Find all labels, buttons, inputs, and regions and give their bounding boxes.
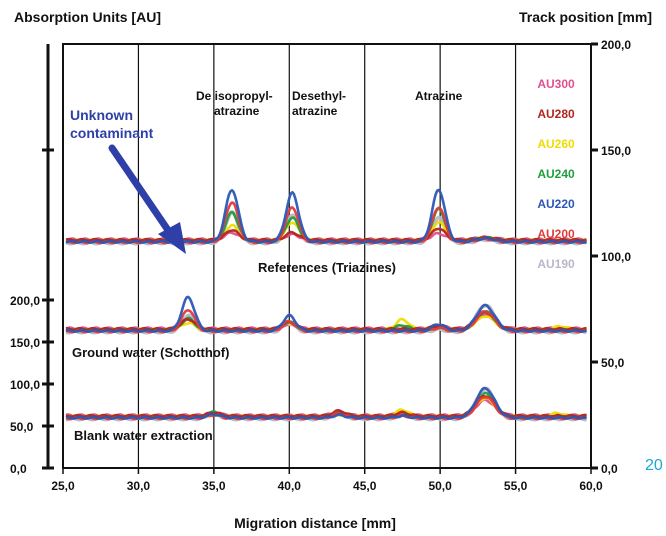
right-tick-label-1: 50,0 <box>601 356 625 370</box>
left-tick-label-0: 0,0 <box>10 462 27 476</box>
legend: AU300 AU280 AU260 AU240 AU220 AU200 AU190 <box>537 77 575 271</box>
left-tick-label-2: 100,0 <box>10 378 40 392</box>
right-axis-ticks: 0,0 50,0 100,0 150,0 200,0 <box>591 38 631 476</box>
annotation-arrow <box>108 144 186 254</box>
right-tick-label-4: 200,0 <box>601 38 631 52</box>
x-tick-label-3: 40,0 <box>278 479 302 493</box>
plot-frame <box>62 43 592 469</box>
x-tick-label-1: 30,0 <box>127 479 151 493</box>
track-label-references: References (Triazines) <box>258 260 396 275</box>
y-axis-title-left: Absorption Units [AU] <box>14 9 161 25</box>
page-number: 20 <box>645 457 663 474</box>
x-tick-label-0: 25,0 <box>51 479 75 493</box>
x-tick-label-4: 45,0 <box>353 479 377 493</box>
trace-2-AU220 <box>66 386 587 420</box>
x-tick-label-6: 55,0 <box>504 479 528 493</box>
right-tick-label-3: 150,0 <box>601 144 631 158</box>
legend-entry-AU280: AU280 <box>537 107 575 121</box>
left-axis-ticks: 0,0 50,0 100,0 150,0 200,0 <box>10 148 54 476</box>
peak-label-desethyl: Desethyl-atrazine <box>292 89 346 118</box>
legend-entry-AU220: AU220 <box>537 197 575 211</box>
legend-entry-AU260: AU260 <box>537 137 575 151</box>
x-axis-title: Migration distance [mm] <box>234 515 396 531</box>
chromatogram-traces <box>65 188 588 422</box>
left-tick-label-4: 200,0 <box>10 294 40 308</box>
peak-label-deisopropyl: De isopropyl-atrazine <box>196 89 273 118</box>
annotation-unknown-contaminant: Unknown contaminant <box>70 107 154 141</box>
left-tick-label-3: 150,0 <box>10 336 40 350</box>
peak-label-atrazine: Atrazine <box>415 89 463 103</box>
right-tick-label-0: 0,0 <box>601 462 618 476</box>
track-label-blank: Blank water extraction <box>74 428 213 443</box>
legend-entry-AU200: AU200 <box>537 227 575 241</box>
x-tick-label-5: 50,0 <box>428 479 452 493</box>
vertical-gridlines <box>137 44 517 468</box>
x-tick-label-7: 60,0 <box>579 479 603 493</box>
x-tick-label-2: 35,0 <box>202 479 226 493</box>
trace-1-AU220 <box>65 295 587 333</box>
legend-entry-AU190: AU190 <box>537 257 575 271</box>
legend-entry-AU240: AU240 <box>537 167 575 181</box>
right-tick-label-2: 100,0 <box>601 250 631 264</box>
left-tick-label-1: 50,0 <box>10 420 34 434</box>
trace-0-AU220 <box>65 188 587 244</box>
y-axis-title-right: Track position [mm] <box>519 9 652 25</box>
legend-entry-AU300: AU300 <box>537 77 575 91</box>
track-label-groundwater: Ground water (Schotthof) <box>72 345 229 360</box>
x-axis-ticks: 25,0 30,0 35,0 40,0 45,0 50,0 55,0 60,0 <box>51 468 603 493</box>
plot-area <box>62 43 592 469</box>
